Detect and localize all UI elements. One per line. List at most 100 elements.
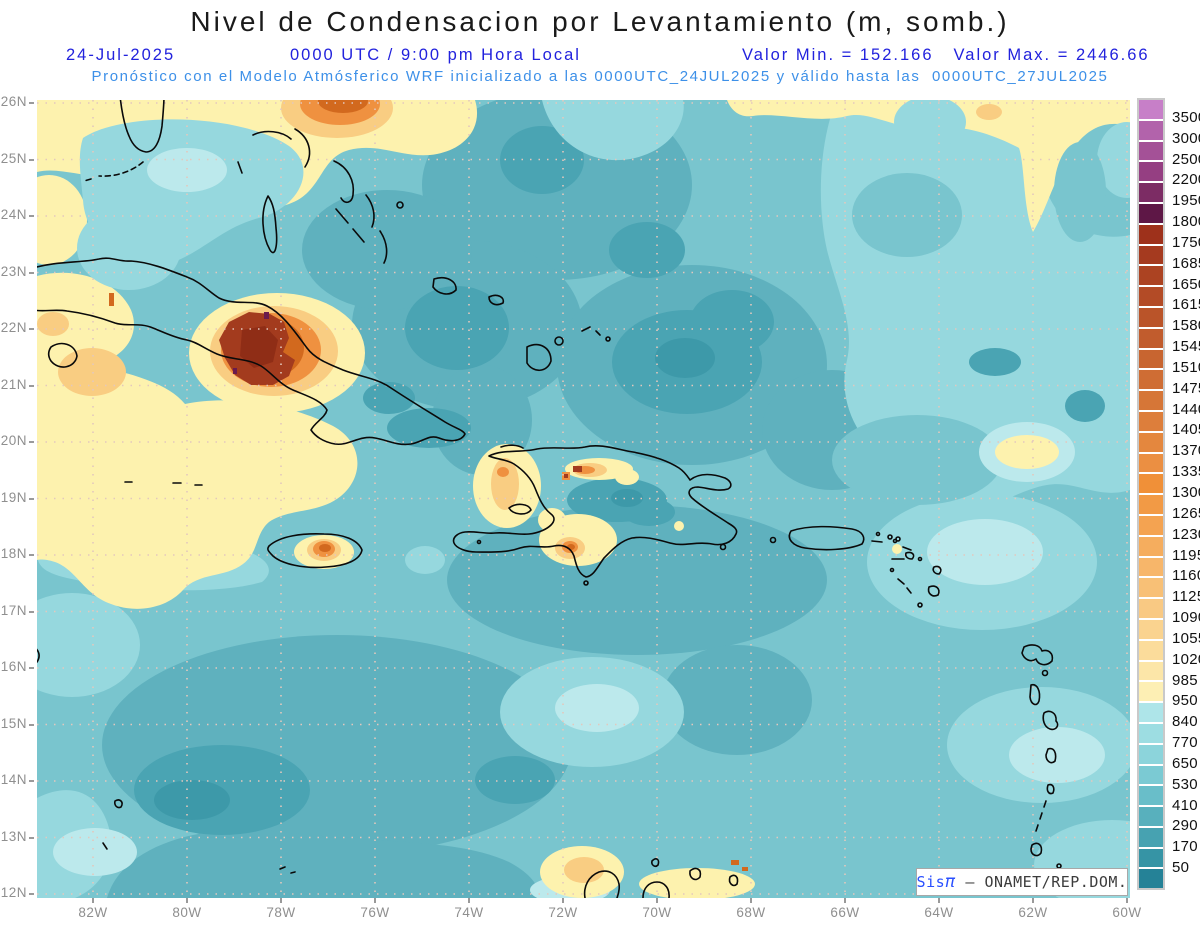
colorbar-cell <box>1139 557 1163 577</box>
lon-tick <box>468 898 470 903</box>
lon-tick <box>656 898 658 903</box>
lat-tick-label: 21N <box>0 376 27 392</box>
lon-tick <box>562 898 564 903</box>
jamaica-coastline <box>267 533 363 569</box>
lcl-contour-map <box>37 100 1130 898</box>
colorbar-tick-label: 950 <box>1172 692 1198 710</box>
colorbar-cell <box>1139 744 1163 764</box>
colorbar-tick-label: 770 <box>1172 734 1198 752</box>
florida-coastline <box>119 100 165 153</box>
forecast-datetime-row: 24-Jul-2025 0000 UTC / 9:00 pm Hora Loca… <box>0 46 1200 66</box>
colorbar-cell <box>1139 120 1163 140</box>
lon-tick-label: 62W <box>1018 905 1048 920</box>
lat-tick <box>29 215 34 217</box>
forecast-map <box>37 100 1130 898</box>
lat-tick-label: 15N <box>0 715 27 731</box>
colorbar-cell <box>1139 203 1163 223</box>
minmax-values: Valor Min. = 152.166 Valor Max. = 2446.66 <box>742 46 1150 65</box>
colorbar-cell <box>1139 432 1163 452</box>
colorbar-tick-label: 1125 <box>1172 588 1200 606</box>
colorbar-tick-label: 985 <box>1172 671 1198 689</box>
colorbar-cell <box>1139 723 1163 743</box>
colorbar-cell <box>1139 266 1163 286</box>
forecast-date: 24-Jul-2025 <box>66 46 176 64</box>
colorbar <box>1137 98 1165 890</box>
saona-island <box>719 543 727 551</box>
colorbar-tick-label: 1475 <box>1172 379 1200 397</box>
coastline-layer <box>37 100 1062 898</box>
isla-juventud-coastline <box>47 342 78 368</box>
lat-tick <box>29 158 34 161</box>
colorbar-cell <box>1139 183 1163 202</box>
colorbar-cell <box>1139 786 1163 806</box>
colorbar-cell <box>1139 370 1163 390</box>
lat-tick-label: 22N <box>0 320 27 335</box>
forecast-time: 0000 UTC / 9:00 pm Hora Local <box>290 46 581 64</box>
lon-tick <box>1032 898 1034 903</box>
colorbar-cell <box>1139 224 1163 244</box>
colorbar-tick-label: 2200 <box>1172 171 1200 189</box>
latitude-axis: 26N 25N 24N 23N 22N 21N 20N 19N 18N 17N 16N 15N 14N 1… <box>0 94 34 900</box>
colorbar-tick-label: 3500 <box>1172 108 1200 126</box>
lon-tick-label: 70W <box>642 905 672 920</box>
lat-tick <box>29 441 34 443</box>
lon-tick-label: 64W <box>924 905 954 920</box>
lon-tick-label: 76W <box>360 905 390 920</box>
lat-tick-label: 14N <box>0 772 27 787</box>
colorbar-tick-label: 650 <box>1172 754 1198 772</box>
lcl-purple-specks <box>233 312 269 374</box>
colorbar-cell <box>1139 495 1163 514</box>
colorbar-cell <box>1139 765 1163 785</box>
colorbar-cell <box>1139 807 1163 826</box>
lat-tick-label: 16N <box>0 659 27 674</box>
colorbar-cell <box>1139 578 1163 598</box>
lat-tick-label: 18N <box>0 546 27 561</box>
navassa-island <box>476 539 482 545</box>
colorbar-cell <box>1139 391 1163 410</box>
lon-tick-label: 80W <box>172 905 202 920</box>
colorbar-tick-label: 1160 <box>1172 567 1200 585</box>
lat-tick <box>29 836 34 839</box>
page-title: Nivel de Condensacion por Levantamiento … <box>190 6 1010 37</box>
lat-tick <box>29 780 34 782</box>
lesser-antilles-islands <box>889 538 1062 869</box>
colorbar-tick-label: 1650 <box>1172 275 1200 293</box>
hispaniola-coastline <box>452 445 738 578</box>
lon-tick <box>844 898 846 903</box>
colorbar-tick-label: 1370 <box>1172 442 1200 460</box>
colorbar-tick-label: 1685 <box>1172 254 1200 272</box>
colorbar-tick-label: 1950 <box>1172 192 1200 210</box>
colorbar-cell <box>1139 827 1163 847</box>
cuba-coastline <box>37 257 466 446</box>
florida-keys-islets <box>83 161 144 182</box>
gonave-island <box>508 503 532 515</box>
lat-tick-label: 19N <box>0 489 27 505</box>
colorbar-tick-label: 840 <box>1172 713 1198 731</box>
min-value: Valor Min. = 152.166 <box>742 46 934 64</box>
colorbar-cell <box>1139 619 1163 639</box>
colorbar-tick-label: 1090 <box>1172 609 1200 627</box>
lat-tick-label: 24N <box>0 207 27 222</box>
colorbar-cell <box>1139 328 1163 348</box>
colorbar-tick-label: 1020 <box>1172 650 1200 668</box>
lat-tick-label: 13N <box>0 828 27 844</box>
south-america-coast <box>583 870 670 898</box>
lon-tick <box>92 898 94 903</box>
colorbar-cell <box>1139 307 1163 327</box>
colorbar-cell <box>1139 453 1163 473</box>
colorbar-cell <box>1139 848 1163 868</box>
colorbar-tick-label: 50 <box>1172 859 1190 877</box>
watermark-org: – ONAMET/REP.DOM. <box>965 873 1128 891</box>
colorbar-tick-label: 1800 <box>1172 213 1200 231</box>
lat-tick <box>29 271 34 274</box>
lat-tick <box>29 610 34 613</box>
colorbar-cell <box>1139 474 1163 494</box>
lat-tick-label: 20N <box>0 433 27 448</box>
lat-tick-label: 17N <box>0 602 27 618</box>
watermark-brand: Sis <box>916 873 946 891</box>
lon-tick-label: 66W <box>830 905 860 920</box>
colorbar-cell <box>1139 141 1163 161</box>
lat-tick <box>29 893 34 895</box>
